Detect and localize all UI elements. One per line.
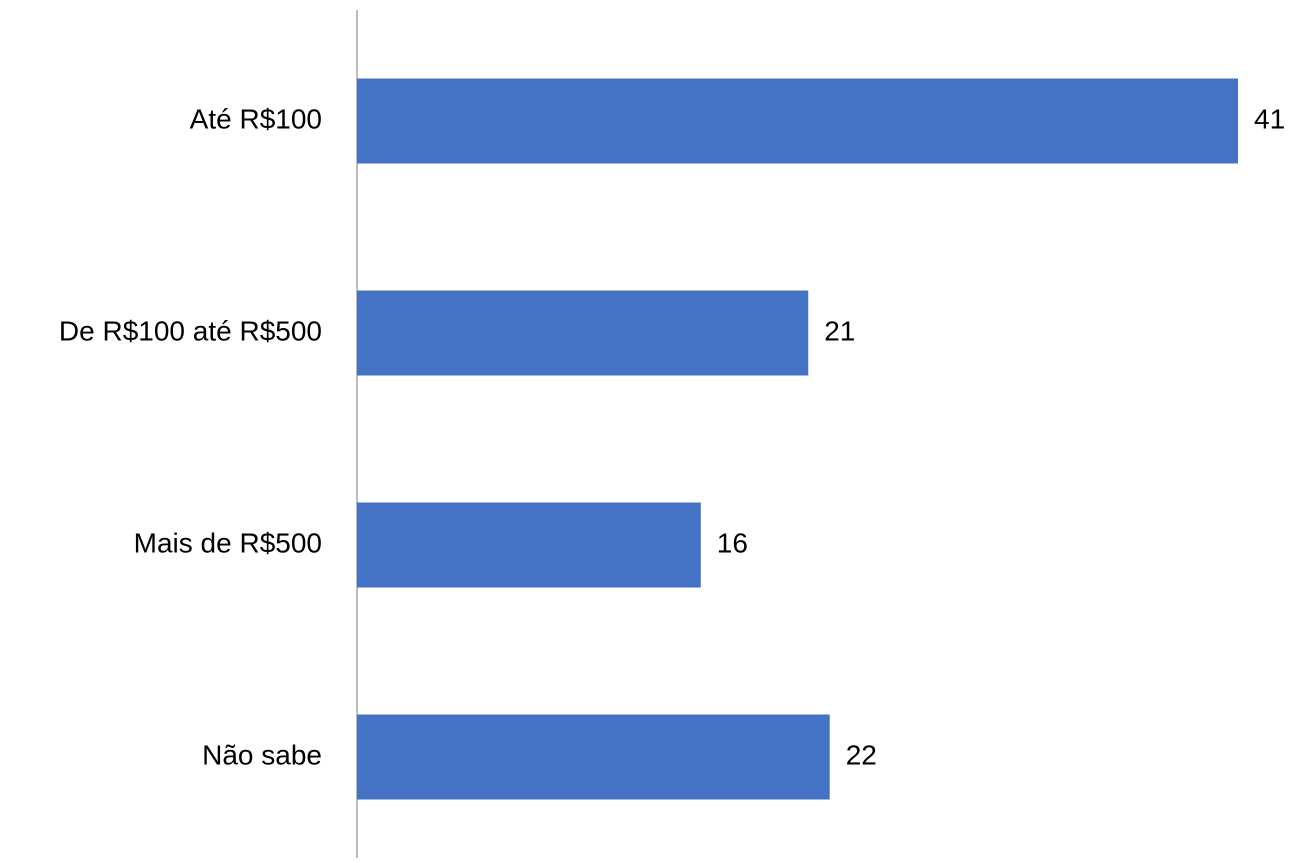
category-label-3: Não sabe (202, 739, 322, 770)
value-label-0: 41 (1254, 103, 1285, 134)
value-label-1: 21 (824, 315, 855, 346)
bar-0 (357, 78, 1238, 164)
bar-1 (357, 290, 809, 376)
bars-group (357, 78, 1238, 800)
bar-2 (357, 502, 701, 588)
category-label-0: Até R$100 (190, 103, 322, 134)
value-label-2: 16 (717, 527, 748, 558)
category-label-2: Mais de R$500 (134, 527, 322, 558)
value-label-3: 22 (846, 739, 877, 770)
bar-3 (357, 714, 830, 800)
category-labels-group: Até R$100 De R$100 até R$500 Mais de R$500… (59, 103, 322, 770)
category-label-1: De R$100 até R$500 (59, 315, 322, 346)
value-labels-group: 41 21 16 22 (717, 103, 1285, 770)
